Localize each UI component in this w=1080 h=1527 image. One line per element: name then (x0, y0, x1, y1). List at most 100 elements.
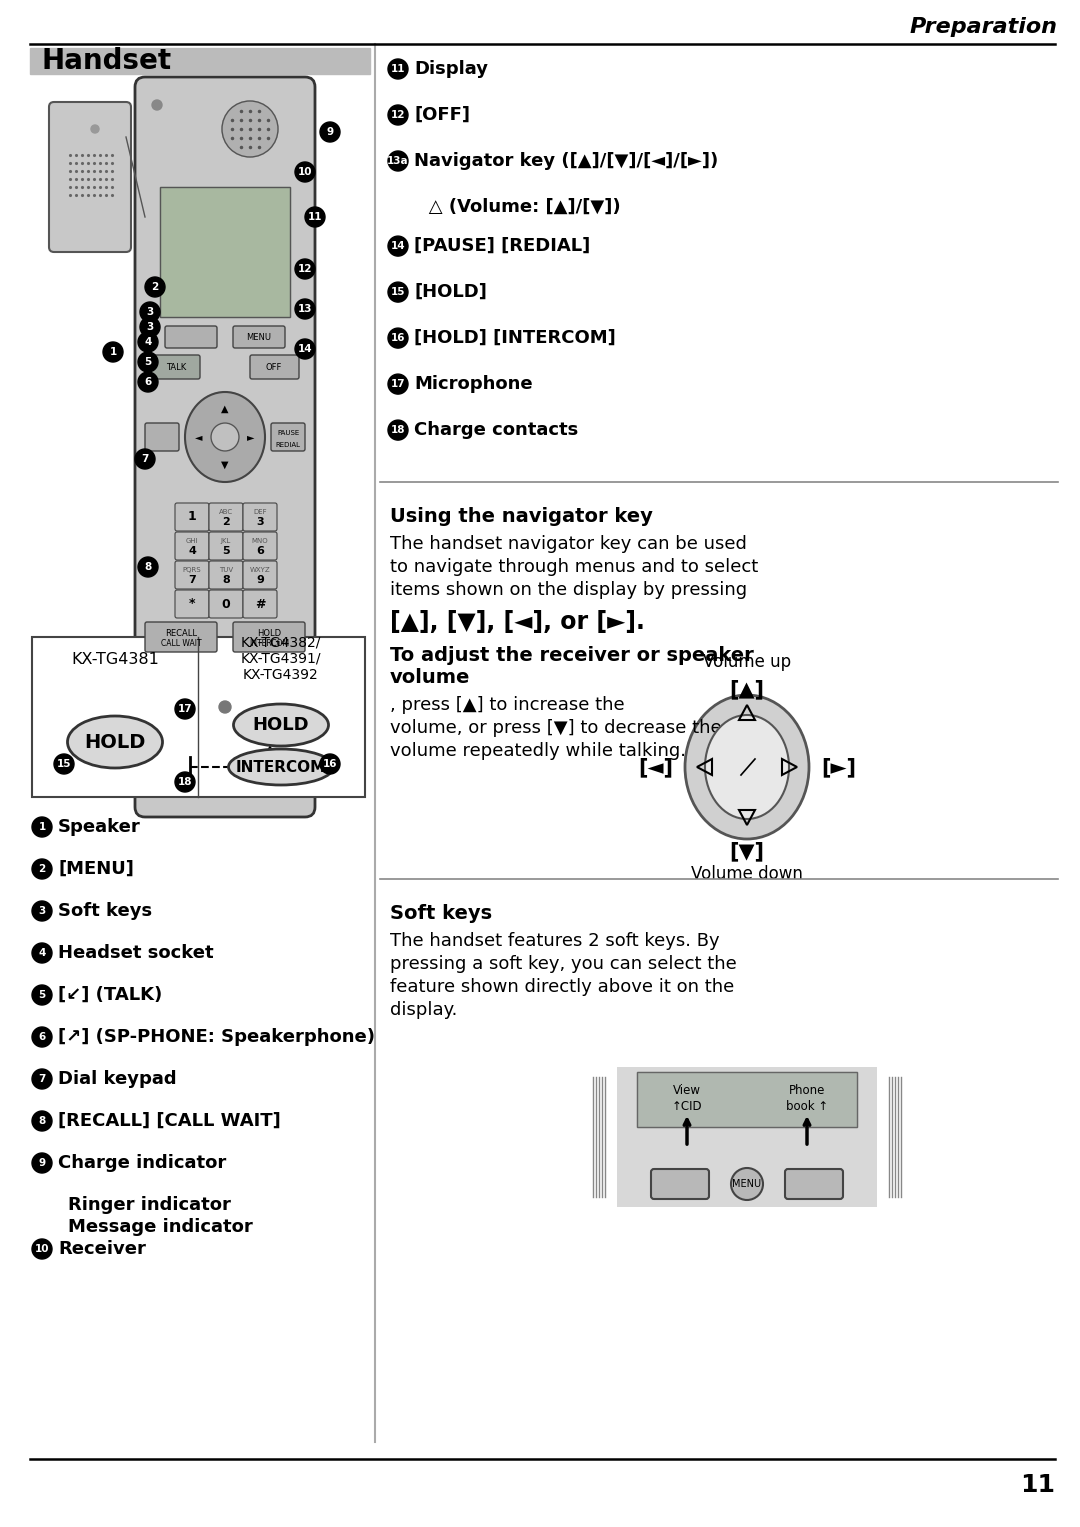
Text: HOLD: HOLD (253, 716, 309, 734)
FancyBboxPatch shape (175, 589, 210, 618)
Text: WXYZ: WXYZ (249, 567, 270, 573)
Circle shape (103, 342, 123, 362)
Text: [▼]: [▼] (729, 841, 765, 861)
Circle shape (219, 701, 231, 713)
Circle shape (32, 817, 52, 837)
Text: Volume down: Volume down (691, 864, 802, 883)
Text: Ringer indicator: Ringer indicator (68, 1196, 231, 1214)
Text: MNO: MNO (252, 538, 268, 544)
Text: ►: ► (247, 432, 255, 441)
Text: 5: 5 (222, 547, 230, 556)
FancyBboxPatch shape (151, 354, 200, 379)
Text: The handset navigator key can be used: The handset navigator key can be used (390, 534, 747, 553)
Text: RECALL: RECALL (165, 629, 197, 637)
Text: 2: 2 (151, 282, 159, 292)
Text: 7: 7 (38, 1073, 45, 1084)
FancyBboxPatch shape (175, 502, 210, 531)
Circle shape (388, 151, 408, 171)
FancyBboxPatch shape (210, 531, 243, 560)
Circle shape (135, 449, 156, 469)
Text: OFF: OFF (266, 362, 282, 371)
Text: MENU: MENU (246, 333, 271, 342)
FancyBboxPatch shape (243, 560, 276, 589)
Circle shape (140, 302, 160, 322)
Text: 18: 18 (178, 777, 192, 786)
FancyBboxPatch shape (145, 621, 217, 652)
Circle shape (305, 208, 325, 228)
Text: KX-TG4382/
KX-TG4391/
KX-TG4392: KX-TG4382/ KX-TG4391/ KX-TG4392 (241, 635, 321, 683)
Ellipse shape (229, 750, 334, 785)
Text: , press [▲] to increase the: , press [▲] to increase the (390, 696, 624, 715)
Circle shape (388, 60, 408, 79)
Text: 11: 11 (308, 212, 322, 221)
FancyBboxPatch shape (243, 531, 276, 560)
Text: 18: 18 (391, 425, 405, 435)
FancyBboxPatch shape (175, 531, 210, 560)
Text: 6: 6 (256, 547, 264, 556)
Circle shape (32, 1028, 52, 1048)
Circle shape (388, 328, 408, 348)
Text: #: # (255, 597, 266, 611)
Circle shape (32, 944, 52, 964)
Text: Soft keys: Soft keys (58, 902, 152, 919)
Text: items shown on the display by pressing: items shown on the display by pressing (390, 580, 747, 599)
Bar (160, 186, 291, 318)
Circle shape (388, 282, 408, 302)
Text: 8: 8 (145, 562, 151, 573)
Text: Speaker: Speaker (58, 818, 140, 835)
Text: [MENU]: [MENU] (58, 860, 134, 878)
Circle shape (388, 374, 408, 394)
Text: Preparation: Preparation (910, 17, 1058, 37)
Ellipse shape (67, 716, 162, 768)
Text: volume repeatedly while talking.: volume repeatedly while talking. (390, 742, 686, 760)
Text: 9: 9 (326, 127, 334, 137)
Text: [PAUSE] [REDIAL]: [PAUSE] [REDIAL] (414, 237, 591, 255)
Text: 7: 7 (141, 454, 149, 464)
Text: The handset features 2 soft keys. By: The handset features 2 soft keys. By (390, 931, 719, 950)
Circle shape (388, 105, 408, 125)
Text: [HOLD]: [HOLD] (414, 282, 487, 301)
Circle shape (32, 1069, 52, 1089)
Circle shape (138, 557, 158, 577)
Text: book ↑: book ↑ (786, 1099, 828, 1113)
Text: [►]: [►] (821, 757, 856, 777)
Text: 2: 2 (39, 864, 45, 873)
FancyBboxPatch shape (49, 102, 131, 252)
Text: 3: 3 (39, 906, 45, 916)
Circle shape (388, 237, 408, 257)
Text: ▼: ▼ (221, 460, 229, 470)
FancyBboxPatch shape (233, 621, 305, 652)
FancyBboxPatch shape (210, 589, 243, 618)
FancyBboxPatch shape (135, 76, 315, 817)
FancyBboxPatch shape (243, 589, 276, 618)
Text: Handset: Handset (42, 47, 172, 75)
Text: 11: 11 (1020, 1474, 1055, 1496)
Bar (637, 1072, 858, 1127)
Bar (160, 186, 291, 318)
Circle shape (32, 1238, 52, 1258)
Text: 11: 11 (391, 64, 405, 73)
Text: [↙] (TALK): [↙] (TALK) (58, 986, 162, 1003)
Text: HOLD: HOLD (257, 629, 281, 637)
Circle shape (32, 901, 52, 921)
Text: 15: 15 (57, 759, 71, 770)
FancyBboxPatch shape (210, 560, 243, 589)
Text: 13: 13 (298, 304, 312, 315)
Text: Dial keypad: Dial keypad (58, 1070, 177, 1089)
Text: [◄]: [◄] (638, 757, 673, 777)
FancyBboxPatch shape (233, 325, 285, 348)
Text: 10: 10 (298, 166, 312, 177)
Text: MENU: MENU (732, 1179, 761, 1190)
Text: 0: 0 (221, 597, 230, 611)
Text: View: View (673, 1084, 701, 1096)
Text: △ (Volume: [▲]/[▼]): △ (Volume: [▲]/[▼]) (410, 199, 621, 215)
Text: INTERCOM: INTERCOM (248, 640, 289, 649)
Text: [▲], [▼], [◄], or [►].: [▲], [▼], [◄], or [►]. (390, 609, 645, 634)
Text: 16: 16 (323, 759, 337, 770)
Text: 10: 10 (35, 1245, 50, 1254)
Circle shape (138, 373, 158, 392)
Text: ▲: ▲ (221, 405, 229, 414)
Text: ◄: ◄ (195, 432, 203, 441)
Circle shape (32, 985, 52, 1005)
FancyBboxPatch shape (651, 1170, 708, 1199)
